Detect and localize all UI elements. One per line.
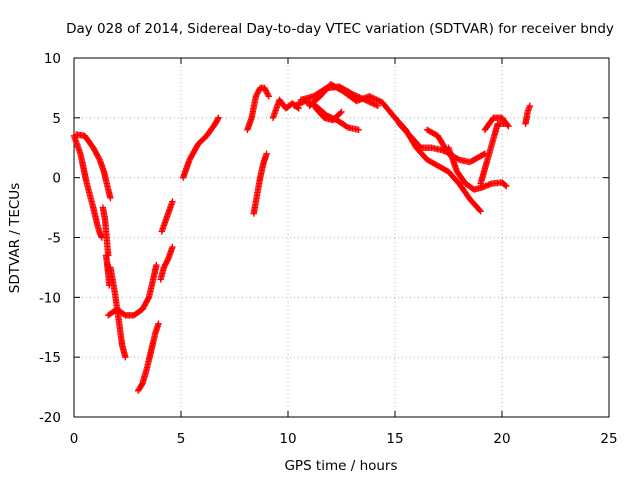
data-point xyxy=(338,108,345,116)
data-point xyxy=(367,93,374,101)
data-points xyxy=(70,81,534,394)
data-point xyxy=(261,86,269,93)
data-point xyxy=(454,155,462,163)
data-point xyxy=(370,100,377,108)
y-tick-label: -20 xyxy=(39,410,61,426)
data-point xyxy=(262,87,270,94)
data-point xyxy=(254,88,262,96)
data-point xyxy=(253,91,260,99)
data-point xyxy=(161,262,168,270)
data-point xyxy=(122,353,129,361)
data-point xyxy=(371,101,379,108)
series-trace-24 xyxy=(522,102,534,128)
data-point xyxy=(153,261,160,269)
y-tick-label: -5 xyxy=(48,231,61,247)
y-tick-label: 5 xyxy=(52,111,61,127)
series-trace-23 xyxy=(481,114,512,133)
x-tick-label: 5 xyxy=(177,431,186,447)
series-trace-11 xyxy=(244,84,272,133)
data-point xyxy=(368,100,376,107)
y-tick-label: 10 xyxy=(44,51,61,67)
data-point xyxy=(374,97,382,104)
data-point xyxy=(160,264,168,271)
x-tick-label: 10 xyxy=(279,431,296,447)
data-point xyxy=(503,182,510,190)
data-point xyxy=(264,90,271,97)
series-trace-21 xyxy=(423,126,489,166)
data-point xyxy=(371,95,379,103)
series-trace-4 xyxy=(102,252,113,289)
x-axis-label: GPS time / hours xyxy=(284,458,397,474)
data-point xyxy=(374,102,382,110)
data-point xyxy=(107,194,114,202)
series-trace-20 xyxy=(445,144,510,193)
series-trace-12 xyxy=(250,150,270,217)
data-point xyxy=(476,206,483,214)
data-point xyxy=(265,93,272,100)
x-tick-label: 15 xyxy=(386,431,403,447)
data-point xyxy=(162,261,169,268)
series-trace-10 xyxy=(179,114,222,181)
series-trace-1 xyxy=(70,132,106,241)
data-point xyxy=(368,94,376,101)
data-point xyxy=(366,98,373,106)
data-point xyxy=(261,84,268,92)
data-point xyxy=(169,243,176,251)
data-point xyxy=(169,198,176,205)
data-point xyxy=(215,114,222,122)
data-point xyxy=(370,95,377,102)
x-tick-label: 25 xyxy=(600,431,617,447)
series-trace-13 xyxy=(269,96,302,122)
data-point xyxy=(355,126,362,133)
data-point xyxy=(376,97,383,105)
series-trace-16 xyxy=(306,81,399,122)
series-trace-9 xyxy=(157,243,176,283)
data-point xyxy=(502,181,509,189)
data-point xyxy=(254,90,261,97)
data-point xyxy=(504,121,511,129)
data-point xyxy=(162,260,170,267)
y-tick-label: -15 xyxy=(39,350,61,366)
y-tick-labels: -20 -15 -10 -5 0 5 10 xyxy=(39,51,61,426)
series-trace-22 xyxy=(477,120,510,187)
y-tick-label: 0 xyxy=(52,171,61,187)
series-trace-8 xyxy=(158,198,176,235)
y-tick-label: -10 xyxy=(39,290,61,306)
data-point xyxy=(155,320,162,327)
series-trace-17 xyxy=(312,105,345,124)
data-point xyxy=(526,102,534,110)
series-trace-2 xyxy=(72,131,114,202)
data-point xyxy=(337,109,344,117)
data-point xyxy=(366,93,373,100)
x-tick-label: 0 xyxy=(70,431,79,447)
data-point xyxy=(144,295,152,302)
x-tick-labels: 0 5 10 15 20 25 xyxy=(70,431,618,447)
x-tick-label: 20 xyxy=(493,431,510,447)
data-point xyxy=(263,150,270,157)
data-point xyxy=(252,93,260,100)
data-point xyxy=(163,258,170,266)
series-trace-14 xyxy=(291,97,362,133)
data-point xyxy=(373,102,380,109)
series-trace-6 xyxy=(105,261,160,319)
data-point xyxy=(505,123,512,130)
data-point xyxy=(477,207,484,215)
data-point xyxy=(367,99,374,106)
series-trace-7 xyxy=(135,320,162,394)
data-point xyxy=(264,91,272,99)
data-point xyxy=(95,155,103,162)
y-axis-label: SDTVAR / TECUs xyxy=(7,183,23,293)
data-point xyxy=(164,257,171,264)
chart-title: Day 028 of 2014, Sidereal Day-to-day VTE… xyxy=(66,21,614,37)
tick-marks xyxy=(73,57,610,418)
data-point xyxy=(373,96,380,103)
data-point xyxy=(263,88,270,96)
data-point xyxy=(255,87,262,94)
